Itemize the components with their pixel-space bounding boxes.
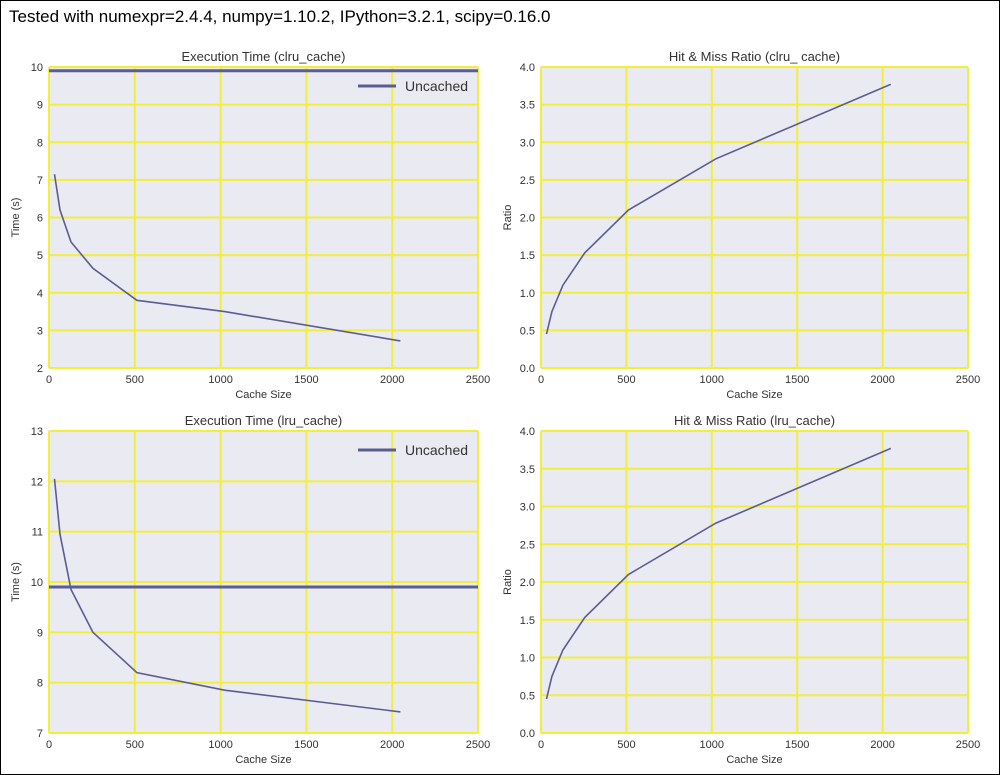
y-axis-label: Ratio <box>502 205 514 231</box>
y-tick-label: 0.5 <box>520 690 535 702</box>
series-line <box>545 83 892 335</box>
chart-0: 0 500 1000 1500 2000 2500 2 3 4 5 6 7 8 9 10 Execution … <box>10 49 490 401</box>
y-tick-label: 10 <box>31 62 43 74</box>
y-tick-label: 4.0 <box>520 426 535 438</box>
x-axis-label: Cache Size <box>726 754 782 766</box>
y-tick-label: 8 <box>37 678 43 690</box>
y-tick-label: 9 <box>37 100 43 112</box>
header-text: Tested with numexpr=2.4.4, numpy=1.10.2,… <box>9 7 551 26</box>
y-tick-label: 4 <box>37 288 43 300</box>
x-tick-label: 2500 <box>956 374 980 386</box>
chart-title: Hit & Miss Ratio (lru_cache) <box>674 413 835 428</box>
y-tick-label: 2 <box>37 363 43 375</box>
y-tick-label: 0.0 <box>520 363 535 375</box>
x-tick-label: 500 <box>617 374 635 386</box>
y-tick-label: 9 <box>37 627 43 639</box>
x-tick-label: 2000 <box>380 374 404 386</box>
x-tick-label: 500 <box>126 739 144 751</box>
y-tick-label: 1.5 <box>520 615 535 627</box>
series-line <box>545 447 892 700</box>
x-tick-label: 2500 <box>956 739 980 751</box>
y-tick-label: 4.0 <box>520 62 535 74</box>
y-tick-label: 3.0 <box>520 502 535 514</box>
chart-2: 0 500 1000 1500 2000 2500 7 8 9 10 11 12 13 Execution… <box>10 413 490 766</box>
legend-label: Uncached <box>405 78 468 94</box>
x-tick-label: 1000 <box>700 739 724 751</box>
x-tick-label: 1500 <box>294 374 318 386</box>
y-tick-label: 1.0 <box>520 288 535 300</box>
x-tick-label: 1000 <box>208 739 232 751</box>
x-axis-label: Cache Size <box>235 389 291 401</box>
y-tick-label: 2.0 <box>520 213 535 225</box>
x-axis-label: Cache Size <box>235 754 291 766</box>
x-tick-label: 2000 <box>380 739 404 751</box>
y-tick-label: 8 <box>37 137 43 149</box>
x-tick-label: 2000 <box>870 739 894 751</box>
x-tick-label: 1000 <box>208 374 232 386</box>
y-axis-label: Ratio <box>502 569 514 595</box>
x-tick-label: 1000 <box>700 374 724 386</box>
chart-3: 0 500 1000 1500 2000 2500 0.0 0.5 1.0 1.5 2.0 2.5 3.… <box>502 413 980 766</box>
y-axis-label: Time (s) <box>10 198 22 238</box>
y-tick-label: 2.0 <box>520 577 535 589</box>
y-tick-label: 2.5 <box>520 539 535 551</box>
x-tick-label: 500 <box>617 739 635 751</box>
y-tick-label: 3.5 <box>520 100 535 112</box>
chart-title: Execution Time (lru_cache) <box>185 413 343 428</box>
x-tick-label: 0 <box>538 374 544 386</box>
y-axis-label: Time (s) <box>10 562 22 602</box>
x-tick-label: 500 <box>126 374 144 386</box>
x-axis-label: Cache Size <box>726 389 782 401</box>
x-tick-label: 1500 <box>294 739 318 751</box>
x-tick-label: 0 <box>538 739 544 751</box>
y-tick-label: 0.0 <box>520 728 535 740</box>
x-tick-label: 1500 <box>785 739 809 751</box>
x-tick-label: 2500 <box>466 739 490 751</box>
y-tick-label: 1.0 <box>520 653 535 665</box>
y-tick-label: 3 <box>37 325 43 337</box>
series-line <box>53 174 401 342</box>
chart-title: Execution Time (clru_cache) <box>181 49 345 64</box>
x-tick-label: 0 <box>46 739 52 751</box>
series-line <box>53 478 401 713</box>
x-tick-label: 2000 <box>870 374 894 386</box>
y-tick-label: 3.5 <box>520 464 535 476</box>
x-tick-label: 2500 <box>466 374 490 386</box>
y-tick-label: 5 <box>37 250 43 262</box>
chart-title: Hit & Miss Ratio (clru_ cache) <box>669 49 840 64</box>
x-tick-label: 0 <box>46 374 52 386</box>
y-tick-label: 1.5 <box>520 250 535 262</box>
y-tick-label: 10 <box>31 577 43 589</box>
y-tick-label: 13 <box>31 426 43 438</box>
y-tick-label: 0.5 <box>520 325 535 337</box>
y-tick-label: 7 <box>37 175 43 187</box>
y-tick-label: 3.0 <box>520 137 535 149</box>
y-tick-label: 6 <box>37 213 43 225</box>
legend-label: Uncached <box>405 442 468 458</box>
chart-1: 0 500 1000 1500 2000 2500 0.0 0.5 1.0 1.5 2.0 2.5 3.… <box>502 49 980 401</box>
y-tick-label: 2.5 <box>520 175 535 187</box>
y-tick-label: 11 <box>32 527 43 539</box>
x-tick-label: 1500 <box>785 374 809 386</box>
y-tick-label: 7 <box>37 728 43 740</box>
y-tick-label: 12 <box>31 476 43 488</box>
